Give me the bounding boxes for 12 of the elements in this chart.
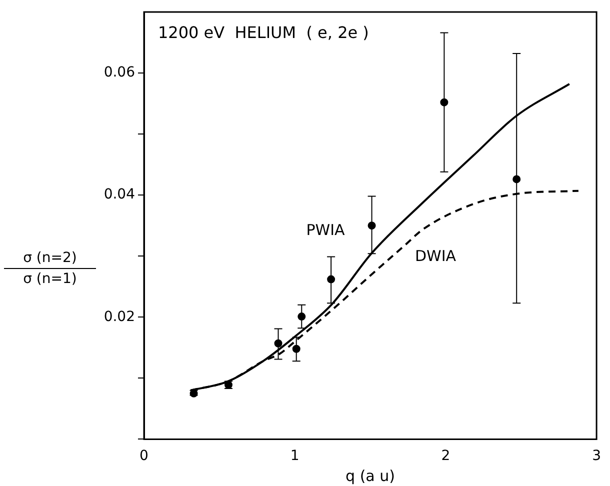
y-tick-label: 0.02 (104, 308, 135, 325)
series-label: PWIA (306, 220, 346, 239)
x-tick-label: 2 (441, 448, 450, 464)
x-axis-title: q (a u) (346, 466, 396, 485)
text: 1200 eV HELIUM ( e, 2e ) (158, 23, 369, 42)
y-tick-label: 0.04 (104, 186, 136, 203)
y-axis-title: σ (n=2) σ (n=1) (22, 250, 78, 287)
series-label: DWIA (414, 247, 457, 266)
x-tick-label: 0 (140, 448, 148, 464)
y-tick-label: 0.06 (104, 64, 136, 81)
x-tick-label: 3 (592, 448, 602, 464)
x-tick-label: 1 (290, 448, 300, 464)
